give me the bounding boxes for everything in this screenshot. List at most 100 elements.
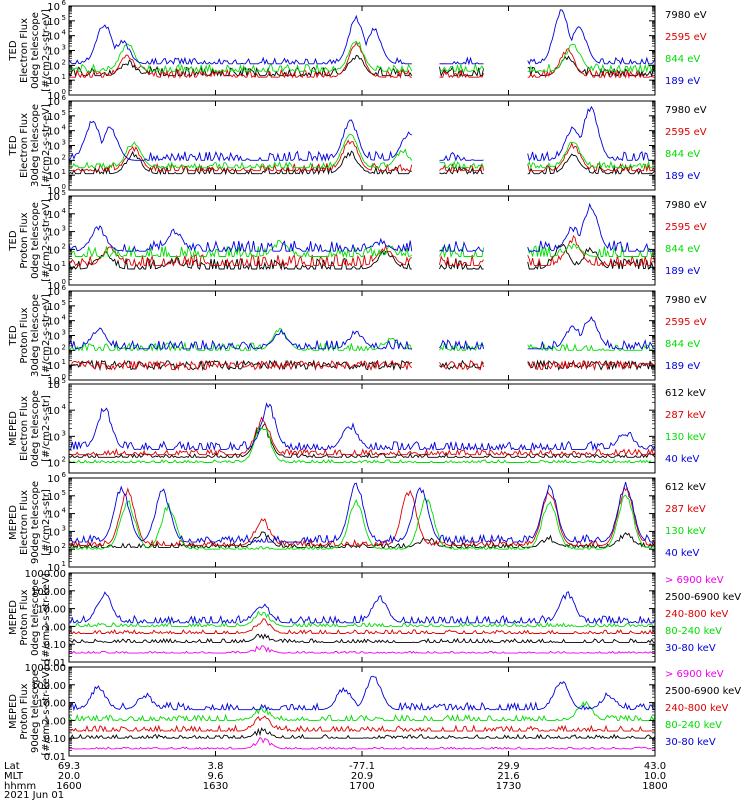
y-axis-label: MEPED Proton Flux 0deg telescope [#/cm2-s-s…	[8, 573, 52, 661]
y-tick-exponent: 5	[62, 14, 66, 22]
y-tick-label: 10	[47, 228, 60, 239]
series-line-8-2	[69, 727, 656, 740]
series-line-6-4	[68, 481, 656, 544]
y-tick-label: 10	[47, 563, 60, 574]
legend-entry: 2595 eV	[665, 32, 707, 43]
y-tick-exponent: 0	[62, 183, 66, 191]
y-tick-label: 10	[47, 142, 60, 153]
legend-entry: 844 eV	[665, 244, 700, 255]
legend-entry: 30-80 keV	[665, 737, 716, 748]
y-axis-label-line: 0deg telescope	[30, 390, 41, 467]
y-axis-label: MEPED Electron Flux 90deg telescope [#/cm2-…	[8, 481, 52, 564]
legend-entry: 130 keV	[665, 432, 706, 443]
y-tick-exponent: 5	[62, 299, 66, 307]
x-tick-label: 1630	[203, 781, 228, 792]
legend-entry: 189 eV	[665, 76, 700, 87]
series-line-1-4	[68, 9, 656, 66]
y-tick-exponent: 1	[62, 260, 66, 268]
series-line-1-1	[68, 54, 656, 78]
x-tick-label: -77.1	[349, 761, 375, 772]
y-tick-label: 10	[47, 17, 60, 28]
x-tick-label: 20.0	[58, 771, 80, 782]
y-tick-exponent: 3	[62, 44, 66, 52]
y-tick-label: 1000.00	[25, 663, 66, 674]
y-tick-label: 10	[47, 317, 60, 328]
y-tick-label: 10	[47, 432, 60, 443]
y-tick-label: 10	[47, 61, 60, 72]
series-line-5-3	[68, 426, 656, 464]
y-axis-label: TED Electron Flux 30deg telescope [#/cm2-s-…	[8, 104, 52, 187]
x-tick-label: 43.0	[644, 761, 666, 772]
y-axis-label: MEPED Electron Flux 0deg telescope [#/cm2-s…	[8, 390, 52, 467]
y-tick-exponent: 4	[62, 124, 67, 132]
y-tick-exponent: 5	[62, 489, 66, 497]
legend-entry: 844 eV	[665, 339, 700, 350]
y-tick-label: 10	[47, 332, 60, 343]
y-tick-label: 10	[47, 302, 60, 313]
legend-entry: 2595 eV	[665, 222, 707, 233]
y-tick-label: 10	[47, 192, 60, 203]
series-line-7-2	[68, 633, 656, 644]
legend-entry: 80-240 keV	[665, 720, 722, 731]
series-line-5-2	[68, 416, 656, 457]
y-axis-label-line: 90deg telescope	[30, 670, 41, 753]
panel-frame	[68, 195, 656, 286]
y-axis-label-line: 0deg telescope	[30, 12, 41, 89]
y-tick-exponent: 5	[62, 377, 66, 385]
y-tick-label: 10	[47, 510, 60, 521]
legend-entry: 2500-6900 keV	[665, 686, 741, 697]
y-tick-exponent: 3	[62, 329, 66, 337]
y-tick-label: 1.00	[44, 716, 66, 727]
y-tick-exponent: 3	[62, 225, 66, 233]
legend-entry: 240-800 keV	[665, 609, 729, 620]
y-axis-label-line: [#/cm2-s-str-eV]	[41, 104, 52, 187]
legend-entry: 844 eV	[665, 54, 700, 65]
y-axis-label-line: 30deg telescope	[30, 294, 41, 377]
y-tick-label: 10	[47, 474, 60, 485]
series-line-3-3	[69, 240, 656, 259]
y-axis-label-line: [#/cm2-s-str-keV]	[41, 667, 52, 755]
legend-entry: 189 eV	[665, 171, 700, 182]
legend-entry: 2500-6900 keV	[665, 592, 741, 603]
y-tick-label: 10	[47, 91, 60, 102]
y-axis-label-line: TED	[8, 230, 19, 251]
y-tick-label: 10.00	[37, 699, 66, 710]
x-tick-label: 29.9	[497, 761, 519, 772]
y-axis-label-line: Proton Flux	[19, 683, 30, 739]
series-line-7-4	[68, 610, 655, 628]
y-tick-exponent: 3	[62, 524, 66, 532]
y-tick-label: 0.10	[44, 734, 66, 745]
legend-entry: 240-800 keV	[665, 703, 729, 714]
y-tick-exponent: 6	[62, 471, 67, 479]
x-tick-label: 9.6	[208, 771, 224, 782]
y-tick-label: 10	[47, 281, 60, 292]
y-tick-exponent: 5	[62, 189, 66, 197]
y-axis-label-line: Electron Flux	[19, 396, 30, 461]
series-line-8-4	[68, 700, 656, 722]
y-tick-label: 100.00	[31, 681, 66, 692]
y-tick-exponent: 2	[62, 542, 66, 550]
y-tick-exponent: 5	[62, 109, 66, 117]
y-tick-label: 10	[47, 380, 60, 391]
panel-frame	[68, 5, 656, 96]
y-tick-label: 10	[47, 47, 60, 58]
legend-entry: 7980 eV	[665, 10, 707, 21]
legend-entry: 189 eV	[665, 266, 700, 277]
legend-entry: 189 eV	[665, 361, 700, 372]
y-tick-label: 10	[47, 32, 60, 43]
series-line-8-1	[68, 736, 655, 750]
series-line-3-4	[68, 202, 655, 253]
y-tick-exponent: 2	[62, 58, 66, 66]
y-tick-exponent: 1	[62, 560, 66, 568]
y-axis-label-line: [#/cm2-s-str]	[41, 489, 52, 556]
y-axis-label-line: MEPED	[8, 411, 19, 446]
y-axis-label-line: [#/cm2-s-str-keV]	[41, 573, 52, 661]
y-tick-label: 10	[47, 76, 60, 87]
y-tick-label: 10	[47, 287, 60, 298]
